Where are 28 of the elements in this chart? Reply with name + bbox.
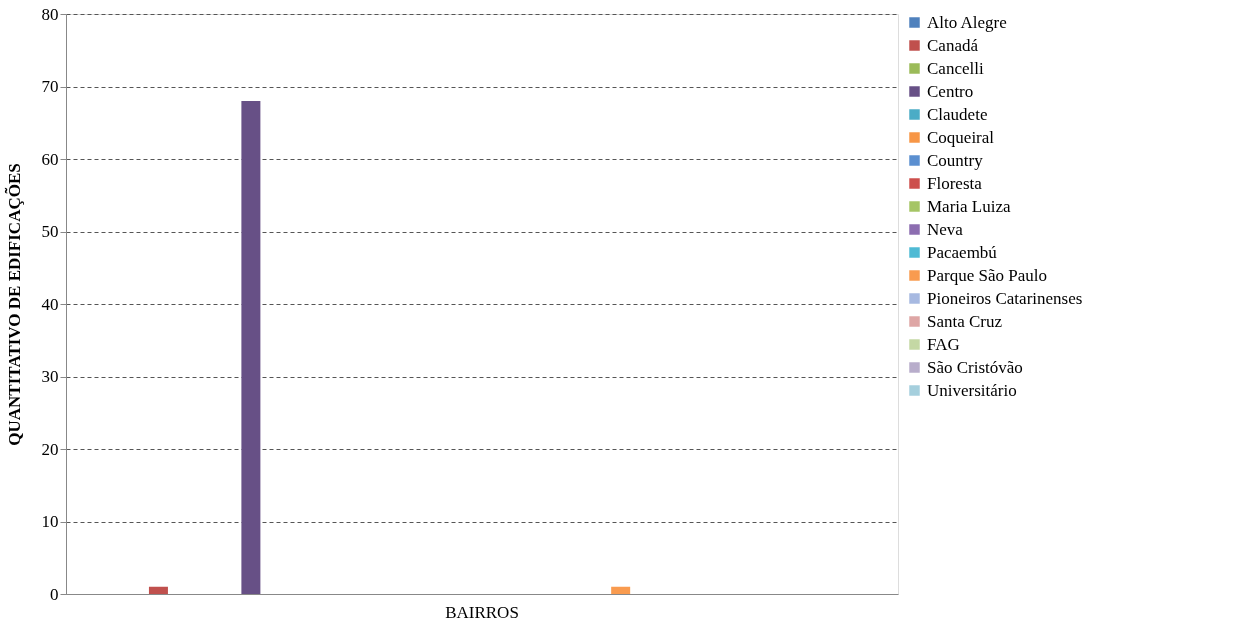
legend-label: Maria Luiza (927, 196, 1011, 216)
legend-label: Universitário (927, 380, 1017, 400)
legend-label: Floresta (927, 173, 983, 193)
y-tick-label: 0 (50, 584, 59, 604)
y-axis-title: QUANTITATIVO DE EDIFICAÇÕES (3, 163, 24, 446)
legend-label: Alto Alegre (927, 12, 1007, 32)
legend-label: Coqueiral (927, 127, 995, 147)
y-tick-label: 30 (41, 367, 59, 386)
legend-label: Neva (927, 219, 964, 239)
y-tick-label: 10 (41, 512, 59, 531)
legend-label: Country (927, 150, 984, 170)
y-tick-label: 20 (41, 439, 59, 459)
legend-label: Cancelli (927, 58, 984, 78)
legend-label: FAG (927, 334, 960, 354)
y-tick-label: 80 (41, 4, 59, 24)
legend-label: Santa Cruz (927, 311, 1003, 331)
legend-label: São Cristóvão (927, 357, 1023, 377)
x-tick-label: BAIRROS (445, 602, 519, 622)
legend-label: Claudete (927, 104, 988, 124)
legend-label: Pioneiros Catarinenses (927, 288, 1083, 308)
y-tick-label: 60 (41, 149, 59, 169)
legend-label: Pacaembú (927, 242, 998, 262)
legend-label: Parque São Paulo (927, 265, 1047, 285)
y-tick-label: 70 (41, 77, 59, 96)
y-tick-label: 40 (41, 294, 59, 314)
legend-label: Centro (927, 81, 974, 101)
legend-label: Canadá (927, 35, 979, 55)
y-tick-label: 50 (41, 222, 59, 241)
